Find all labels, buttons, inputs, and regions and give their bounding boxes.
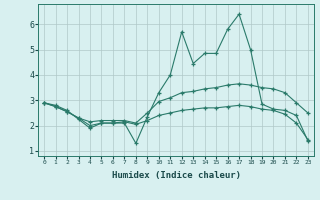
X-axis label: Humidex (Indice chaleur): Humidex (Indice chaleur) xyxy=(111,171,241,180)
